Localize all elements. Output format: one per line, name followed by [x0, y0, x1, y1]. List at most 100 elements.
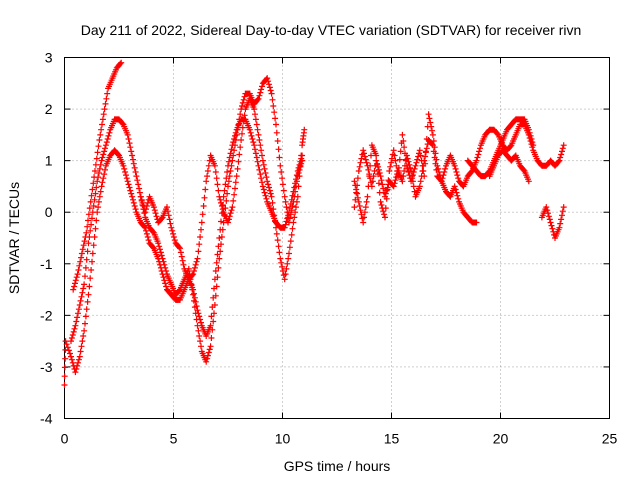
data-point — [293, 178, 300, 185]
data-point — [433, 156, 440, 163]
data-point — [396, 156, 403, 163]
data-point — [279, 263, 286, 270]
data-point — [409, 172, 416, 179]
data-point — [262, 192, 269, 199]
data-point — [105, 132, 112, 139]
data-point — [99, 154, 106, 161]
data-point — [423, 145, 430, 152]
data-point — [255, 131, 262, 138]
data-point — [190, 271, 197, 278]
data-point — [293, 198, 300, 205]
data-point — [240, 118, 247, 125]
data-point — [276, 154, 283, 161]
data-point — [68, 338, 74, 345]
data-point — [355, 168, 362, 174]
data-point — [136, 189, 143, 196]
data-point — [548, 222, 555, 229]
data-point — [162, 264, 169, 271]
data-point — [62, 355, 69, 362]
x-tick-label: 15 — [384, 431, 400, 447]
data-point — [264, 178, 271, 185]
data-point — [83, 256, 90, 263]
data-point — [102, 145, 108, 152]
data-point — [412, 162, 419, 169]
data-point — [507, 143, 514, 150]
data-point — [89, 250, 96, 257]
data-point — [88, 221, 95, 228]
data-point — [234, 126, 241, 133]
data-point — [361, 153, 368, 160]
data-point — [143, 227, 149, 234]
data-point — [198, 226, 204, 233]
data-point — [529, 139, 536, 146]
data-point — [560, 204, 567, 211]
data-point — [474, 154, 481, 161]
data-point — [63, 341, 70, 348]
data-point — [281, 276, 288, 283]
data-point — [476, 148, 483, 155]
data-point — [150, 204, 157, 211]
data-point — [256, 137, 263, 143]
data-point — [416, 183, 423, 190]
data-point — [268, 193, 275, 200]
data-point — [224, 190, 231, 197]
data-point — [292, 209, 299, 216]
data-point — [383, 187, 390, 194]
data-point — [95, 198, 102, 205]
data-point — [260, 186, 267, 193]
data-point — [74, 271, 81, 278]
data-point — [169, 227, 176, 234]
data-point — [241, 93, 248, 100]
data-point — [231, 147, 238, 154]
data-point — [96, 165, 103, 172]
data-point — [95, 204, 102, 211]
data-point — [135, 181, 142, 188]
data-point — [131, 164, 138, 171]
data-point — [89, 209, 96, 216]
data-point — [264, 75, 271, 82]
data-point — [356, 203, 363, 209]
data-point — [208, 313, 215, 320]
data-point — [76, 302, 83, 308]
data-point — [150, 228, 156, 235]
data-point — [392, 157, 399, 164]
plot-frame — [64, 57, 610, 419]
data-point — [165, 212, 172, 219]
data-point — [155, 240, 162, 247]
data-point — [545, 213, 552, 220]
data-point — [263, 174, 270, 181]
grid-lines — [64, 57, 610, 419]
data-point — [390, 147, 397, 154]
data-point — [254, 126, 261, 133]
data-point — [203, 358, 210, 365]
data-point — [269, 96, 276, 103]
data-point — [95, 143, 102, 150]
series-track-6 — [351, 111, 567, 226]
data-point — [388, 155, 395, 162]
data-point — [102, 100, 109, 107]
data-point — [217, 196, 224, 203]
data-point — [193, 316, 200, 323]
series-track-4 — [137, 95, 308, 283]
data-point — [267, 190, 274, 197]
data-point — [282, 271, 289, 278]
data-point — [200, 203, 207, 209]
series-track-9 — [538, 204, 567, 241]
data-point — [453, 189, 460, 196]
data-point — [138, 196, 145, 203]
data-point — [233, 131, 240, 138]
data-point — [278, 259, 285, 266]
data-point — [75, 267, 82, 273]
data-point — [375, 166, 382, 173]
data-point — [353, 186, 360, 193]
data-point — [477, 145, 483, 152]
data-point — [82, 320, 88, 327]
data-point — [133, 173, 140, 180]
data-point — [405, 169, 412, 175]
data-point — [130, 196, 136, 203]
y-tick-label: -2 — [40, 307, 53, 323]
data-point — [273, 224, 279, 231]
data-point — [204, 168, 211, 174]
data-point — [260, 161, 267, 168]
